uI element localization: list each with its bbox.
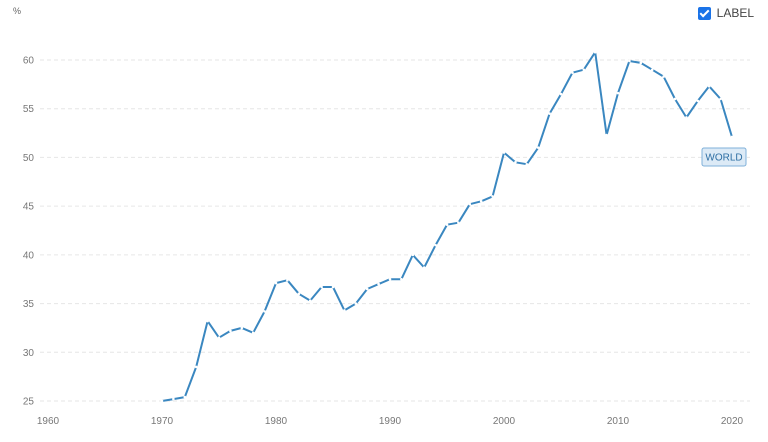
data-point-2004[interactable] [548, 112, 551, 115]
y-tick-label-55: 55 [23, 104, 35, 115]
data-point-2009[interactable] [605, 133, 608, 137]
data-point-1970[interactable] [160, 399, 164, 403]
data-point-2020[interactable] [730, 135, 734, 139]
x-tick-label-1980: 1980 [265, 416, 288, 427]
data-point-1999[interactable] [491, 195, 494, 198]
data-point-1981[interactable] [286, 278, 289, 282]
data-point-1973[interactable] [194, 365, 198, 369]
data-point-2012[interactable] [639, 61, 643, 65]
data-point-2010[interactable] [616, 91, 620, 95]
data-point-1978[interactable] [251, 331, 255, 335]
y-tick-label-25: 25 [23, 397, 35, 408]
y-tick-label-40: 40 [23, 250, 35, 261]
series-line [161, 51, 733, 402]
data-point-1989[interactable] [377, 282, 380, 286]
data-point-1983[interactable] [308, 299, 312, 302]
data-point-2005[interactable] [559, 92, 563, 96]
data-point-1980[interactable] [274, 281, 278, 285]
series-end-label: WORLD [701, 147, 747, 167]
data-point-1997[interactable] [468, 202, 472, 206]
legend-label: LABEL [716, 6, 754, 20]
x-tick-label-2010: 2010 [607, 416, 630, 427]
data-point-1977[interactable] [240, 326, 244, 330]
data-point-2015[interactable] [673, 97, 677, 101]
x-tick-label-1960: 1960 [37, 416, 60, 427]
data-point-2013[interactable] [650, 68, 654, 72]
data-point-2007[interactable] [582, 68, 586, 72]
data-point-1996[interactable] [457, 221, 460, 225]
data-point-1985[interactable] [331, 285, 335, 289]
data-point-1992[interactable] [411, 253, 415, 257]
legend[interactable]: LABEL [697, 6, 754, 20]
data-point-2017[interactable] [696, 99, 700, 103]
data-point-1995[interactable] [445, 223, 449, 226]
data-point-2019[interactable] [719, 97, 722, 101]
data-point-2014[interactable] [662, 75, 665, 78]
y-tick-label-50: 50 [23, 153, 35, 164]
data-point-1976[interactable] [229, 329, 232, 333]
data-point-1993[interactable] [422, 266, 426, 269]
y-axis-tick-labels: 25 30 35 40 45 50 55 60 [23, 56, 35, 408]
y-axis-label: % [13, 6, 21, 16]
x-tick-label-1970: 1970 [151, 416, 174, 427]
y-tick-label-60: 60 [23, 56, 35, 67]
data-point-2008[interactable] [593, 50, 597, 54]
legend-checkbox-icon[interactable] [697, 6, 711, 20]
data-point-1988[interactable] [365, 287, 369, 291]
data-point-1987[interactable] [354, 302, 358, 305]
series-world [160, 50, 734, 403]
y-tick-label-30: 30 [23, 348, 35, 359]
y-tick-label-45: 45 [23, 202, 35, 213]
data-point-1994[interactable] [434, 243, 437, 247]
data-point-1986[interactable] [343, 309, 346, 312]
data-point-2011[interactable] [628, 59, 631, 63]
data-point-2003[interactable] [536, 146, 540, 149]
data-point-2001[interactable] [514, 161, 517, 164]
x-tick-label-2020: 2020 [721, 416, 744, 427]
data-point-1990[interactable] [388, 277, 392, 281]
data-point-1979[interactable] [263, 310, 266, 313]
x-tick-label-1990: 1990 [379, 416, 402, 427]
data-point-2000[interactable] [502, 151, 506, 154]
grid-lines [40, 59, 750, 402]
data-point-1991[interactable] [400, 277, 403, 281]
y-tick-label-35: 35 [23, 299, 35, 310]
data-point-2016[interactable] [685, 116, 688, 119]
x-tick-label-2000: 2000 [493, 416, 516, 427]
x-axis-tick-labels: 1960 1970 1980 1990 2000 2010 2020 [37, 416, 744, 427]
data-point-1984[interactable] [320, 285, 323, 289]
data-point-2006[interactable] [571, 71, 574, 74]
data-point-1982[interactable] [297, 292, 301, 296]
series-end-label-text: WORLD [705, 152, 742, 163]
data-point-1971[interactable] [172, 397, 175, 401]
series-end-label-box [701, 147, 747, 167]
data-point-1974[interactable] [206, 319, 209, 323]
data-point-2018[interactable] [707, 85, 711, 88]
data-point-1975[interactable] [217, 336, 221, 339]
data-point-1972[interactable] [183, 395, 187, 399]
data-point-2002[interactable] [525, 162, 529, 166]
data-point-1998[interactable] [479, 199, 483, 203]
